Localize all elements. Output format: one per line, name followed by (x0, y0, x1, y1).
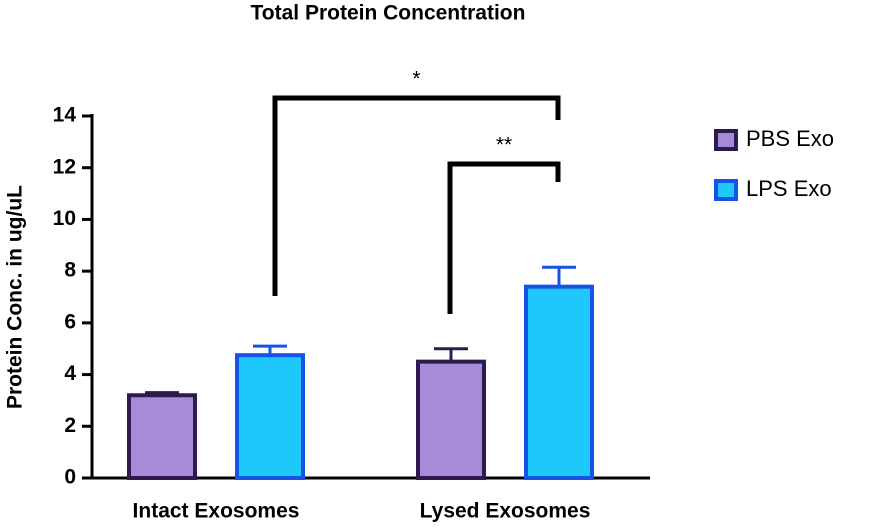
bar (127, 393, 197, 480)
y-tick-label: 12 (53, 155, 76, 178)
significance-bracket (447, 161, 561, 314)
significance-label: * (412, 68, 420, 91)
y-tick-label: 10 (53, 207, 76, 230)
legend-label: PBS Exo (746, 126, 834, 151)
bar (416, 359, 486, 480)
significance-bracket (272, 95, 561, 296)
x-tick-label: Intact Exosomes (133, 500, 300, 523)
y-tick-label: 2 (64, 414, 76, 437)
legend-swatch (714, 179, 738, 201)
significance-label: ** (496, 134, 512, 157)
legend-label: LPS Exo (746, 176, 832, 201)
y-tick-label: 6 (64, 310, 76, 333)
x-tick-label: Lysed Exosomes (420, 500, 591, 523)
y-tick-label: 14 (53, 104, 77, 127)
bar (235, 353, 305, 480)
bar (524, 284, 594, 480)
y-tick-label: 8 (64, 259, 76, 282)
legend-swatch (714, 129, 738, 151)
chart-title: Total Protein Concentration (251, 2, 526, 25)
y-axis-label: Protein Conc. in ug/uL (4, 185, 27, 409)
y-tick-label: 4 (64, 362, 76, 385)
y-tick-label: 0 (64, 466, 76, 489)
